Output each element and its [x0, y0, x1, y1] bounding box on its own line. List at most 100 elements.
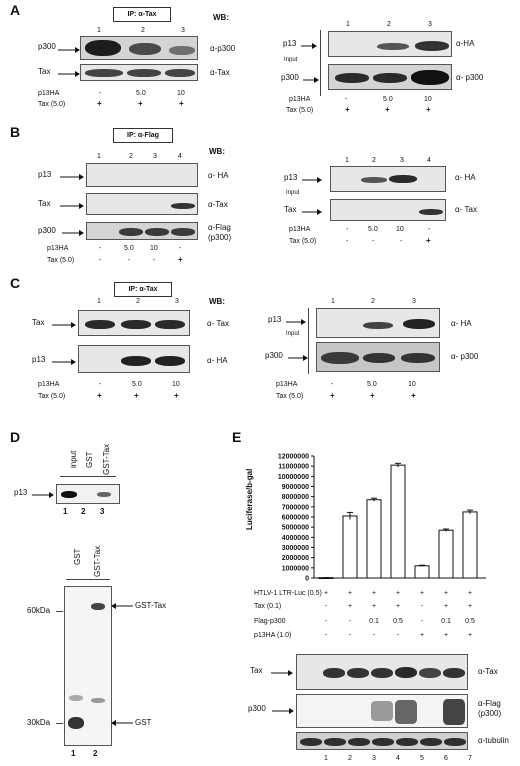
condition-value: - [372, 632, 376, 639]
arrow-icon [111, 720, 133, 726]
bar [462, 511, 478, 579]
y-tick-label: 9000000 [282, 484, 309, 491]
condition-value: + [178, 255, 183, 264]
bar [366, 499, 382, 579]
arrow-icon [60, 203, 84, 209]
western-blot [328, 64, 452, 90]
lane-number: 5 [420, 755, 424, 762]
y-tick-label: 6000000 [282, 515, 309, 522]
lane-number: 3 [400, 157, 404, 164]
arrow-icon [286, 319, 306, 325]
input-label: Input [286, 331, 300, 337]
condition-value: + [411, 391, 416, 400]
condition-value: 0.1 [441, 618, 451, 625]
gel-image [64, 586, 112, 746]
arrow-icon [271, 670, 293, 676]
row-label: p13 [284, 173, 298, 182]
arrow-icon [60, 174, 84, 180]
lane-number: 1 [346, 21, 350, 28]
row-label: Tax [32, 318, 45, 327]
lane-number: 1 [97, 27, 101, 34]
condition-value: + [138, 99, 143, 108]
row-label: p13 [268, 315, 282, 324]
condition-label: Tax (5.0) [38, 393, 66, 400]
arrow-icon [302, 177, 322, 183]
condition-label: p13HA [38, 90, 60, 97]
condition-value: + [395, 590, 401, 597]
panel-b-label: B [10, 124, 21, 140]
lane-number: 2 [81, 507, 86, 516]
condition-value: - [128, 257, 131, 264]
condition-value: - [346, 226, 349, 233]
condition-value: - [372, 238, 375, 245]
condition-value: + [330, 391, 335, 400]
condition-value: 10 [408, 381, 416, 388]
arrow-icon [52, 359, 76, 365]
condition-value: 0.1 [369, 618, 379, 625]
y-tick-label: 11000000 [278, 464, 309, 471]
antibody-label: α- HA [451, 319, 472, 328]
panel-e-label: E [232, 429, 242, 445]
lane-number: 3 [412, 298, 416, 305]
antibody-label: α-Tax [478, 667, 498, 676]
condition-value: 10 [172, 381, 180, 388]
antibody-label: α-Tax [208, 200, 228, 209]
condition-label: p13HA [289, 226, 311, 233]
condition-value: 5.0 [367, 381, 377, 388]
condition-value: 0.5 [465, 618, 475, 625]
condition-label: p13HA [38, 381, 60, 388]
y-tick-label: 4000000 [282, 535, 309, 542]
condition-value: + [467, 603, 473, 610]
western-blot [328, 31, 452, 57]
condition-label: Flag-p300 [254, 618, 286, 625]
row-label: Tax [38, 67, 51, 76]
antibody-label: α-HA [456, 39, 475, 48]
condition-value: + [347, 603, 353, 610]
arrow-icon [288, 355, 308, 361]
condition-value: - [179, 245, 182, 252]
arrow-icon [302, 209, 322, 215]
condition-label: Tax (0.1) [254, 603, 282, 610]
lane-number: 4 [396, 755, 400, 762]
row-label: p300 [281, 73, 299, 82]
condition-value: + [97, 99, 102, 108]
condition-label: p13HA (1.0) [254, 632, 292, 639]
row-label: Tax [250, 666, 263, 675]
arrow-icon [301, 43, 317, 49]
row-label: p13 [14, 488, 28, 497]
condition-value: - [99, 245, 102, 252]
bar [390, 464, 406, 579]
lane-number: 1 [71, 749, 76, 758]
input-label: Input [286, 190, 300, 196]
western-blot [78, 310, 190, 336]
condition-value: - [99, 381, 102, 388]
arrow-icon [111, 603, 133, 609]
condition-value: + [443, 632, 449, 639]
western-blot [86, 222, 198, 240]
y-tick-label: 1000000 [282, 565, 309, 572]
antibody-label: (p300) [478, 709, 502, 718]
condition-value: + [467, 632, 473, 639]
western-blot [80, 64, 198, 81]
condition-label: Tax (5.0) [38, 101, 66, 108]
lane-number: 3 [153, 153, 157, 160]
condition-value: + [443, 590, 449, 597]
condition-value: + [345, 105, 350, 114]
condition-value: 5.0 [132, 381, 142, 388]
arrow-icon [62, 230, 84, 236]
condition-value: + [419, 590, 425, 597]
condition-value: - [331, 381, 334, 388]
condition-value: - [346, 238, 349, 245]
western-blot [316, 342, 440, 372]
lane-number: 3 [372, 755, 376, 762]
lane-number: 3 [428, 21, 432, 28]
condition-value: 10 [177, 90, 185, 97]
western-blot [56, 484, 120, 504]
condition-label: Tax (5.0) [276, 393, 304, 400]
condition-label: Tax (5.0) [289, 238, 317, 245]
lane-number: 2 [129, 153, 133, 160]
condition-label: HTLV-1 LTR-Luc (0.5) [254, 590, 322, 597]
condition-value: - [324, 632, 328, 639]
western-blot [296, 654, 468, 690]
antibody-label: α- HA [455, 173, 476, 182]
